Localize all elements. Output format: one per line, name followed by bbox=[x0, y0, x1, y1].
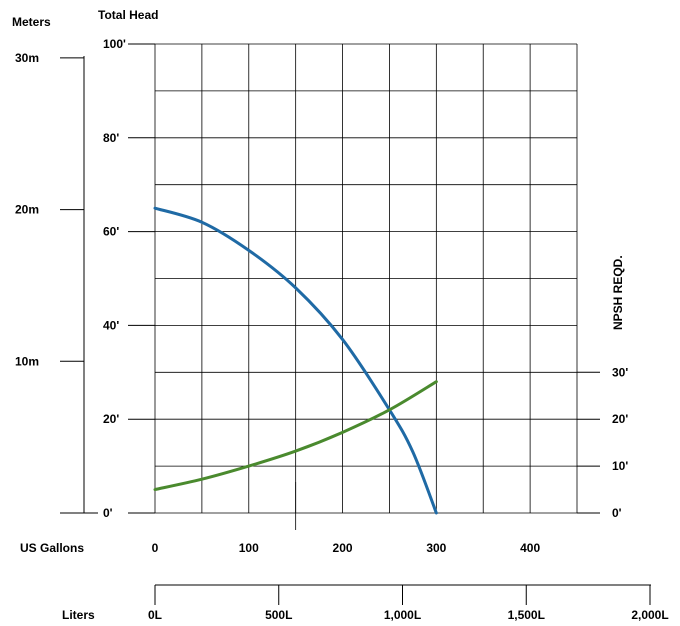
performance-curves bbox=[153, 206, 438, 515]
meters-axis: 10m 20m 30m bbox=[15, 51, 98, 514]
meters-tick-label: 30m bbox=[15, 51, 39, 65]
npsh-axis-label: NPSH REQD. bbox=[611, 255, 625, 330]
head-tick-label: 60' bbox=[103, 225, 119, 239]
liters-axis: 0L 500L 1,000L 1,500L 2,000L bbox=[148, 584, 669, 622]
head-axis: 0' 20' 40' 60' 80' 100' bbox=[103, 37, 155, 520]
chart-title: Total Head bbox=[98, 8, 158, 22]
gallons-tick-label: 300 bbox=[426, 541, 446, 555]
npsh-tick-label: 20' bbox=[612, 412, 628, 426]
liters-tick-label: 2,000L bbox=[631, 608, 668, 622]
head-tick-label: 0' bbox=[103, 506, 113, 520]
liters-tick-label: 1,000L bbox=[384, 608, 421, 622]
head-curve bbox=[153, 206, 438, 515]
gallons-tick-label: 400 bbox=[520, 541, 540, 555]
meters-axis-label: Meters bbox=[12, 15, 51, 29]
liters-tick-label: 1,500L bbox=[508, 608, 545, 622]
gallons-tick-label: 100 bbox=[239, 541, 259, 555]
npsh-curve bbox=[153, 380, 438, 492]
liters-axis-label: Liters bbox=[62, 608, 95, 622]
gallons-tick-label: 0 bbox=[152, 541, 159, 555]
npsh-tick-label: 0' bbox=[612, 506, 622, 520]
x-axis-label: US Gallons bbox=[20, 541, 84, 555]
head-tick-label: 80' bbox=[103, 131, 119, 145]
npsh-tick-label: 30' bbox=[612, 365, 628, 379]
meters-tick-label: 10m bbox=[15, 354, 39, 368]
liters-tick-label: 0L bbox=[148, 608, 162, 622]
liters-tick-label: 500L bbox=[265, 608, 292, 622]
head-tick-label: 20' bbox=[103, 412, 119, 426]
plot-grid bbox=[128, 43, 600, 530]
head-tick-label: 40' bbox=[103, 318, 119, 332]
gallons-tick-label: 200 bbox=[333, 541, 353, 555]
npsh-axis: 0' 10' 20' 30' bbox=[577, 365, 628, 520]
npsh-tick-label: 10' bbox=[612, 459, 628, 473]
head-tick-label: 100' bbox=[103, 37, 126, 51]
meters-tick-label: 20m bbox=[15, 203, 39, 217]
gallons-axis: 0 100 200 300 400 bbox=[152, 541, 541, 555]
